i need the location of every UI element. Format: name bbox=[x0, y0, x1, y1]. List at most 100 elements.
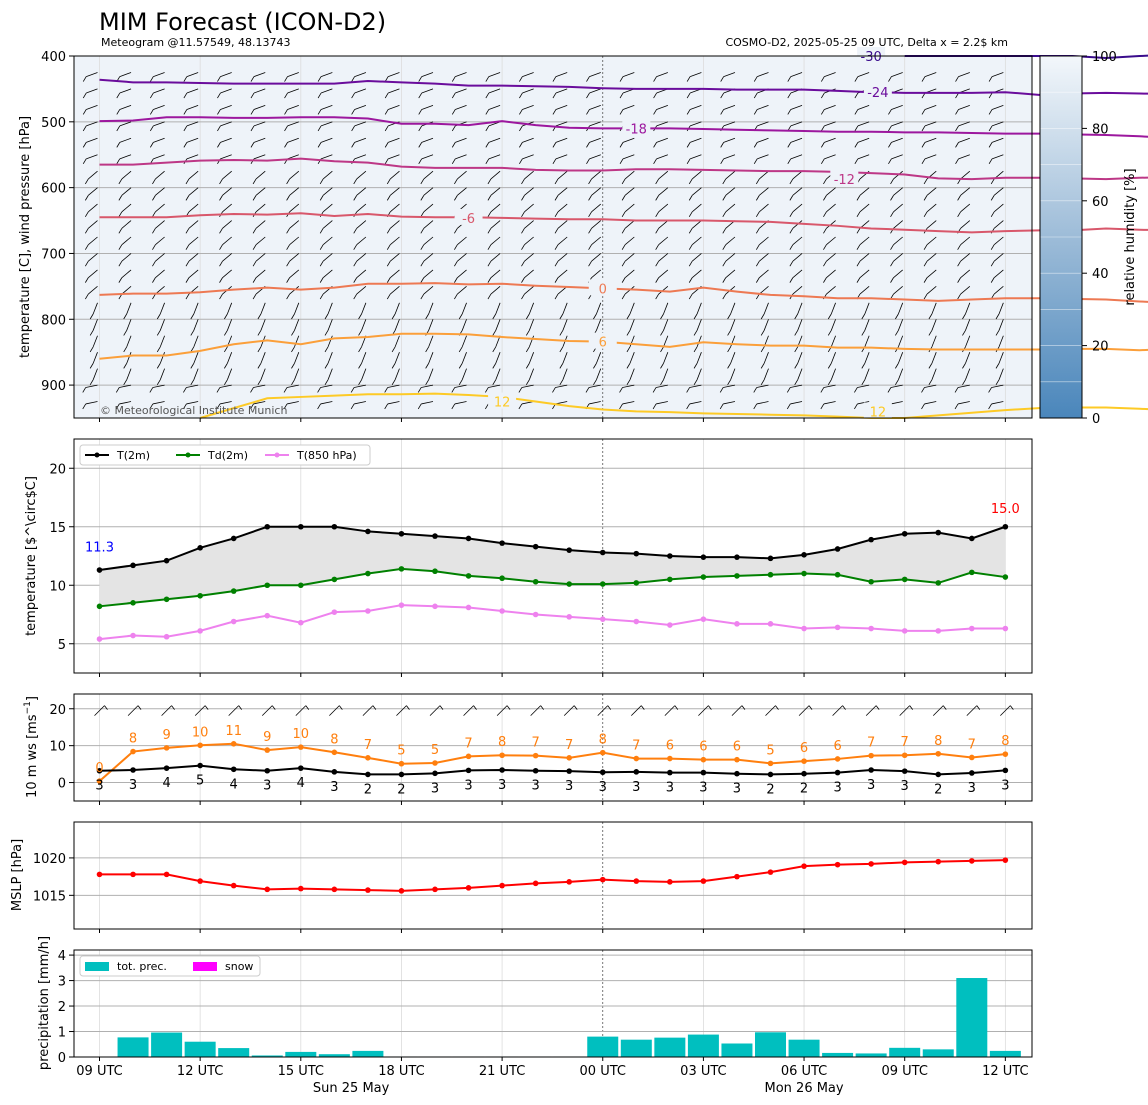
surface-wind-barb-flag bbox=[439, 705, 444, 710]
wind-gust-line bbox=[98, 742, 1006, 782]
wind-barb bbox=[689, 72, 702, 77]
wind-barb-flag bbox=[588, 211, 592, 218]
wind-barb bbox=[591, 220, 602, 229]
wind-barb-flag bbox=[183, 142, 188, 148]
wind-barb bbox=[287, 88, 299, 94]
data-point bbox=[331, 523, 338, 530]
data-point bbox=[801, 863, 807, 869]
wind-barb bbox=[253, 384, 266, 388]
wind-barb-flag bbox=[183, 76, 188, 82]
wind-barb-flag bbox=[391, 313, 396, 320]
wind-barb-flag bbox=[116, 125, 121, 132]
data-point bbox=[700, 574, 707, 580]
wind-barb-flag bbox=[755, 211, 760, 218]
data-point bbox=[633, 769, 640, 775]
wind-barb bbox=[361, 352, 367, 364]
wind-barb bbox=[864, 368, 870, 380]
wind-barb bbox=[92, 302, 98, 315]
wind-barb bbox=[287, 104, 299, 110]
wind-barb bbox=[521, 384, 534, 388]
wind-barb bbox=[222, 253, 232, 262]
wind-barb bbox=[222, 236, 232, 246]
data-point bbox=[734, 621, 740, 627]
wind-value-label: 9 bbox=[263, 730, 271, 745]
wind-barb bbox=[790, 137, 803, 143]
wind-barb bbox=[222, 187, 232, 196]
wind-barb bbox=[792, 286, 803, 295]
data-point bbox=[734, 770, 740, 777]
wind-barb-flag bbox=[525, 330, 530, 336]
wind-barb-flag bbox=[755, 228, 760, 234]
wind-barb-flag bbox=[990, 260, 995, 267]
wind-barb bbox=[759, 236, 769, 246]
wind-barb bbox=[220, 121, 232, 127]
y-tick-label: 600 bbox=[41, 182, 66, 197]
wind-barb bbox=[428, 335, 434, 348]
data-point bbox=[667, 553, 673, 559]
surface-wind-barb-flag bbox=[607, 705, 612, 710]
wind-barb-flag bbox=[755, 195, 760, 201]
wind-barb bbox=[188, 269, 199, 278]
wind-barb-flag bbox=[84, 293, 89, 300]
wind-barb-flag bbox=[921, 125, 926, 132]
wind-barb-flag bbox=[487, 244, 492, 250]
precip-bar bbox=[788, 1039, 820, 1057]
wind-barb-flag bbox=[451, 109, 456, 115]
wind-barb bbox=[557, 220, 568, 229]
temperature-ylabel: temperature [$^\circ$C] bbox=[24, 476, 39, 636]
data-point bbox=[163, 596, 170, 603]
wind-barb bbox=[488, 137, 501, 143]
wind-barb bbox=[826, 203, 836, 213]
wind-barb bbox=[387, 384, 400, 388]
data-point bbox=[566, 614, 572, 620]
data-point bbox=[834, 546, 841, 552]
wind-barb-flag bbox=[990, 211, 995, 218]
wind-barb bbox=[656, 401, 668, 405]
wind-barb-flag bbox=[957, 293, 961, 300]
wind-barb-flag bbox=[152, 293, 156, 300]
y-tick-label: 3 bbox=[58, 975, 66, 990]
wind-barb bbox=[823, 384, 836, 388]
data-point bbox=[298, 885, 304, 892]
data-point bbox=[264, 523, 271, 530]
wind-barb-flag bbox=[420, 260, 425, 267]
wind-barb-flag bbox=[451, 76, 456, 82]
wind-barb-flag bbox=[693, 346, 698, 353]
wind-barb bbox=[823, 401, 836, 405]
wind-barb-flag bbox=[384, 92, 389, 99]
data-point bbox=[734, 873, 740, 880]
wind-barb bbox=[957, 384, 970, 388]
wind-barb bbox=[792, 170, 803, 180]
wind-barb bbox=[188, 203, 199, 213]
wind-barb bbox=[394, 352, 400, 364]
wind-barb-flag bbox=[923, 293, 928, 300]
wind-barb bbox=[991, 137, 1004, 143]
wind-barb-flag bbox=[487, 293, 492, 300]
wind-barb bbox=[857, 72, 870, 77]
wind-barb-flag bbox=[854, 158, 859, 165]
wind-barb bbox=[421, 384, 434, 388]
wind-barb bbox=[354, 401, 366, 405]
precip-bar bbox=[218, 1048, 250, 1057]
wind-barb-flag bbox=[823, 178, 827, 185]
wind-barb-flag bbox=[962, 330, 966, 336]
dewpoint-spread-fill bbox=[99, 526, 1006, 607]
surface-wind-barb bbox=[966, 705, 978, 716]
wind-barb bbox=[119, 384, 132, 388]
wind-barb-flag bbox=[487, 277, 492, 283]
data-point bbox=[230, 741, 237, 747]
wind-barb bbox=[991, 121, 1004, 127]
wind-barb bbox=[222, 220, 232, 229]
wind-barb-flag bbox=[686, 387, 690, 393]
wind-barb bbox=[826, 286, 836, 295]
precip-ylabel: precipitation [mm/h] bbox=[37, 936, 52, 1070]
wind-barb bbox=[658, 170, 669, 180]
wind-barb-flag bbox=[185, 178, 190, 185]
wind-barb-flag bbox=[559, 379, 564, 386]
wind-barb bbox=[428, 319, 434, 331]
wind-barb-flag bbox=[252, 228, 257, 234]
data-point bbox=[365, 528, 371, 535]
wind-barb bbox=[958, 72, 970, 77]
wind-barb bbox=[663, 319, 669, 331]
wind-barb bbox=[555, 137, 568, 143]
